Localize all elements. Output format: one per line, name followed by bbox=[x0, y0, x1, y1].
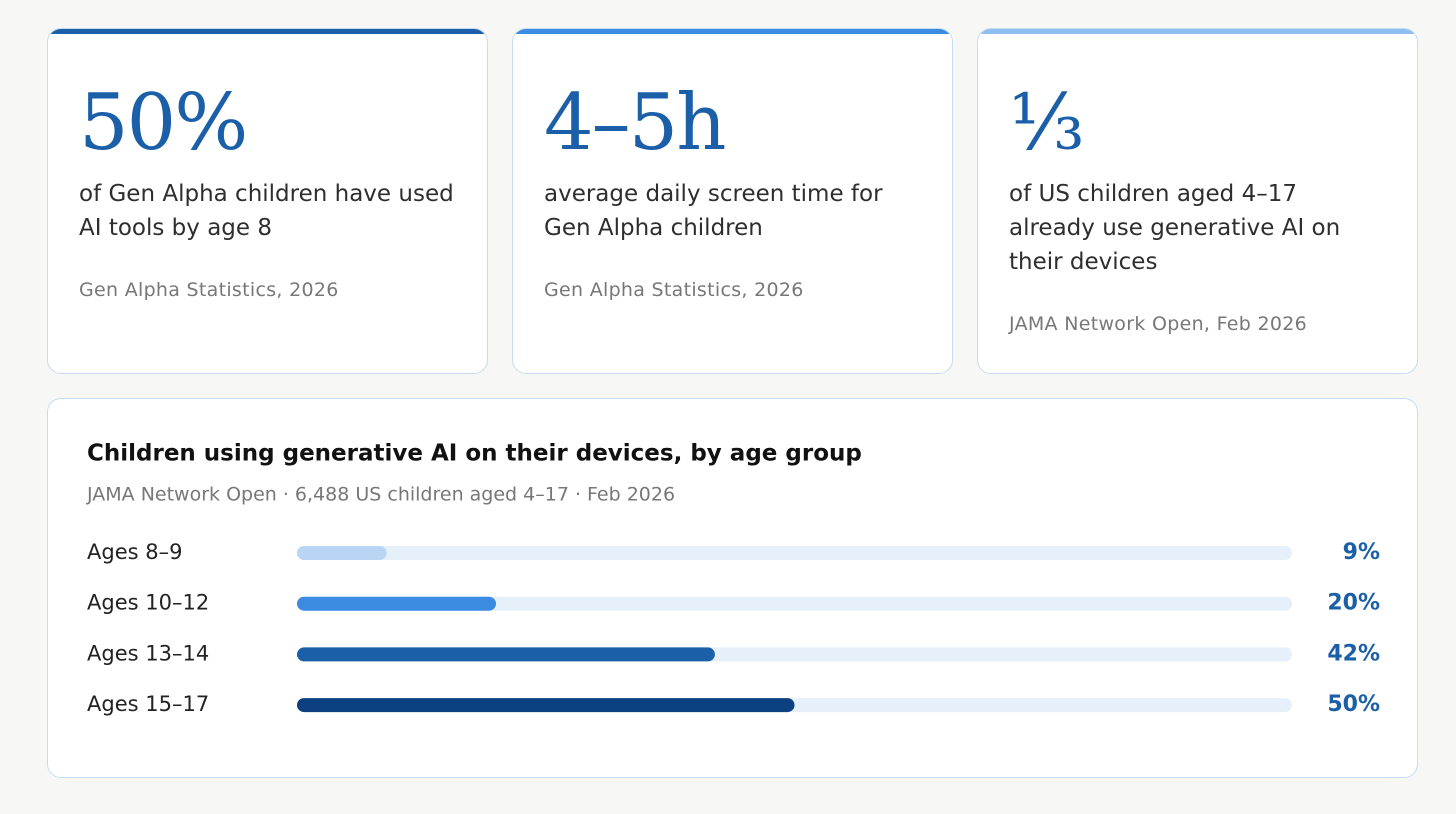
bar bbox=[297, 596, 496, 611]
stat-value: ⅓ bbox=[1009, 78, 1085, 168]
stat-source: Gen Alpha Statistics, 2026 bbox=[544, 279, 804, 301]
stat-value: 4–5h bbox=[544, 78, 727, 168]
value-label: 50% bbox=[1327, 692, 1380, 717]
stat-source: JAMA Network Open, Feb 2026 bbox=[1009, 313, 1308, 335]
bar bbox=[297, 647, 715, 662]
bar bbox=[297, 546, 387, 560]
chart-subtitle: JAMA Network Open · 6,488 US children ag… bbox=[86, 484, 675, 506]
stat-text: of US children aged 4–17 already use gen… bbox=[1009, 181, 1341, 275]
stat-card: 4–5h average daily screen time for Gen A… bbox=[512, 28, 953, 374]
bar-track bbox=[297, 596, 1292, 611]
category-label: Ages 8–9 bbox=[87, 540, 182, 564]
stat-source: Gen Alpha Statistics, 2026 bbox=[79, 279, 339, 301]
stat-text: of Gen Alpha children have used AI tools… bbox=[79, 181, 454, 241]
stat-text: average daily screen time for Gen Alpha … bbox=[544, 181, 883, 241]
stat-card: 50% of Gen Alpha children have used AI t… bbox=[47, 28, 488, 374]
stat-card: ⅓ of US children aged 4–17 already use g… bbox=[977, 28, 1418, 374]
category-label: Ages 10–12 bbox=[87, 591, 209, 615]
chart: Children using generative AI on their de… bbox=[86, 441, 1380, 718]
value-label: 20% bbox=[1327, 591, 1380, 616]
stat-value: 50% bbox=[79, 78, 248, 168]
chart-panel: Children using generative AI on their de… bbox=[47, 398, 1418, 778]
bar bbox=[297, 698, 795, 713]
value-label: 9% bbox=[1343, 540, 1380, 565]
bar-track bbox=[297, 546, 1292, 560]
category-label: Ages 15–17 bbox=[87, 692, 209, 716]
value-label: 42% bbox=[1327, 641, 1380, 666]
chart-title: Children using generative AI on their de… bbox=[87, 441, 862, 467]
category-label: Ages 13–14 bbox=[87, 641, 209, 665]
